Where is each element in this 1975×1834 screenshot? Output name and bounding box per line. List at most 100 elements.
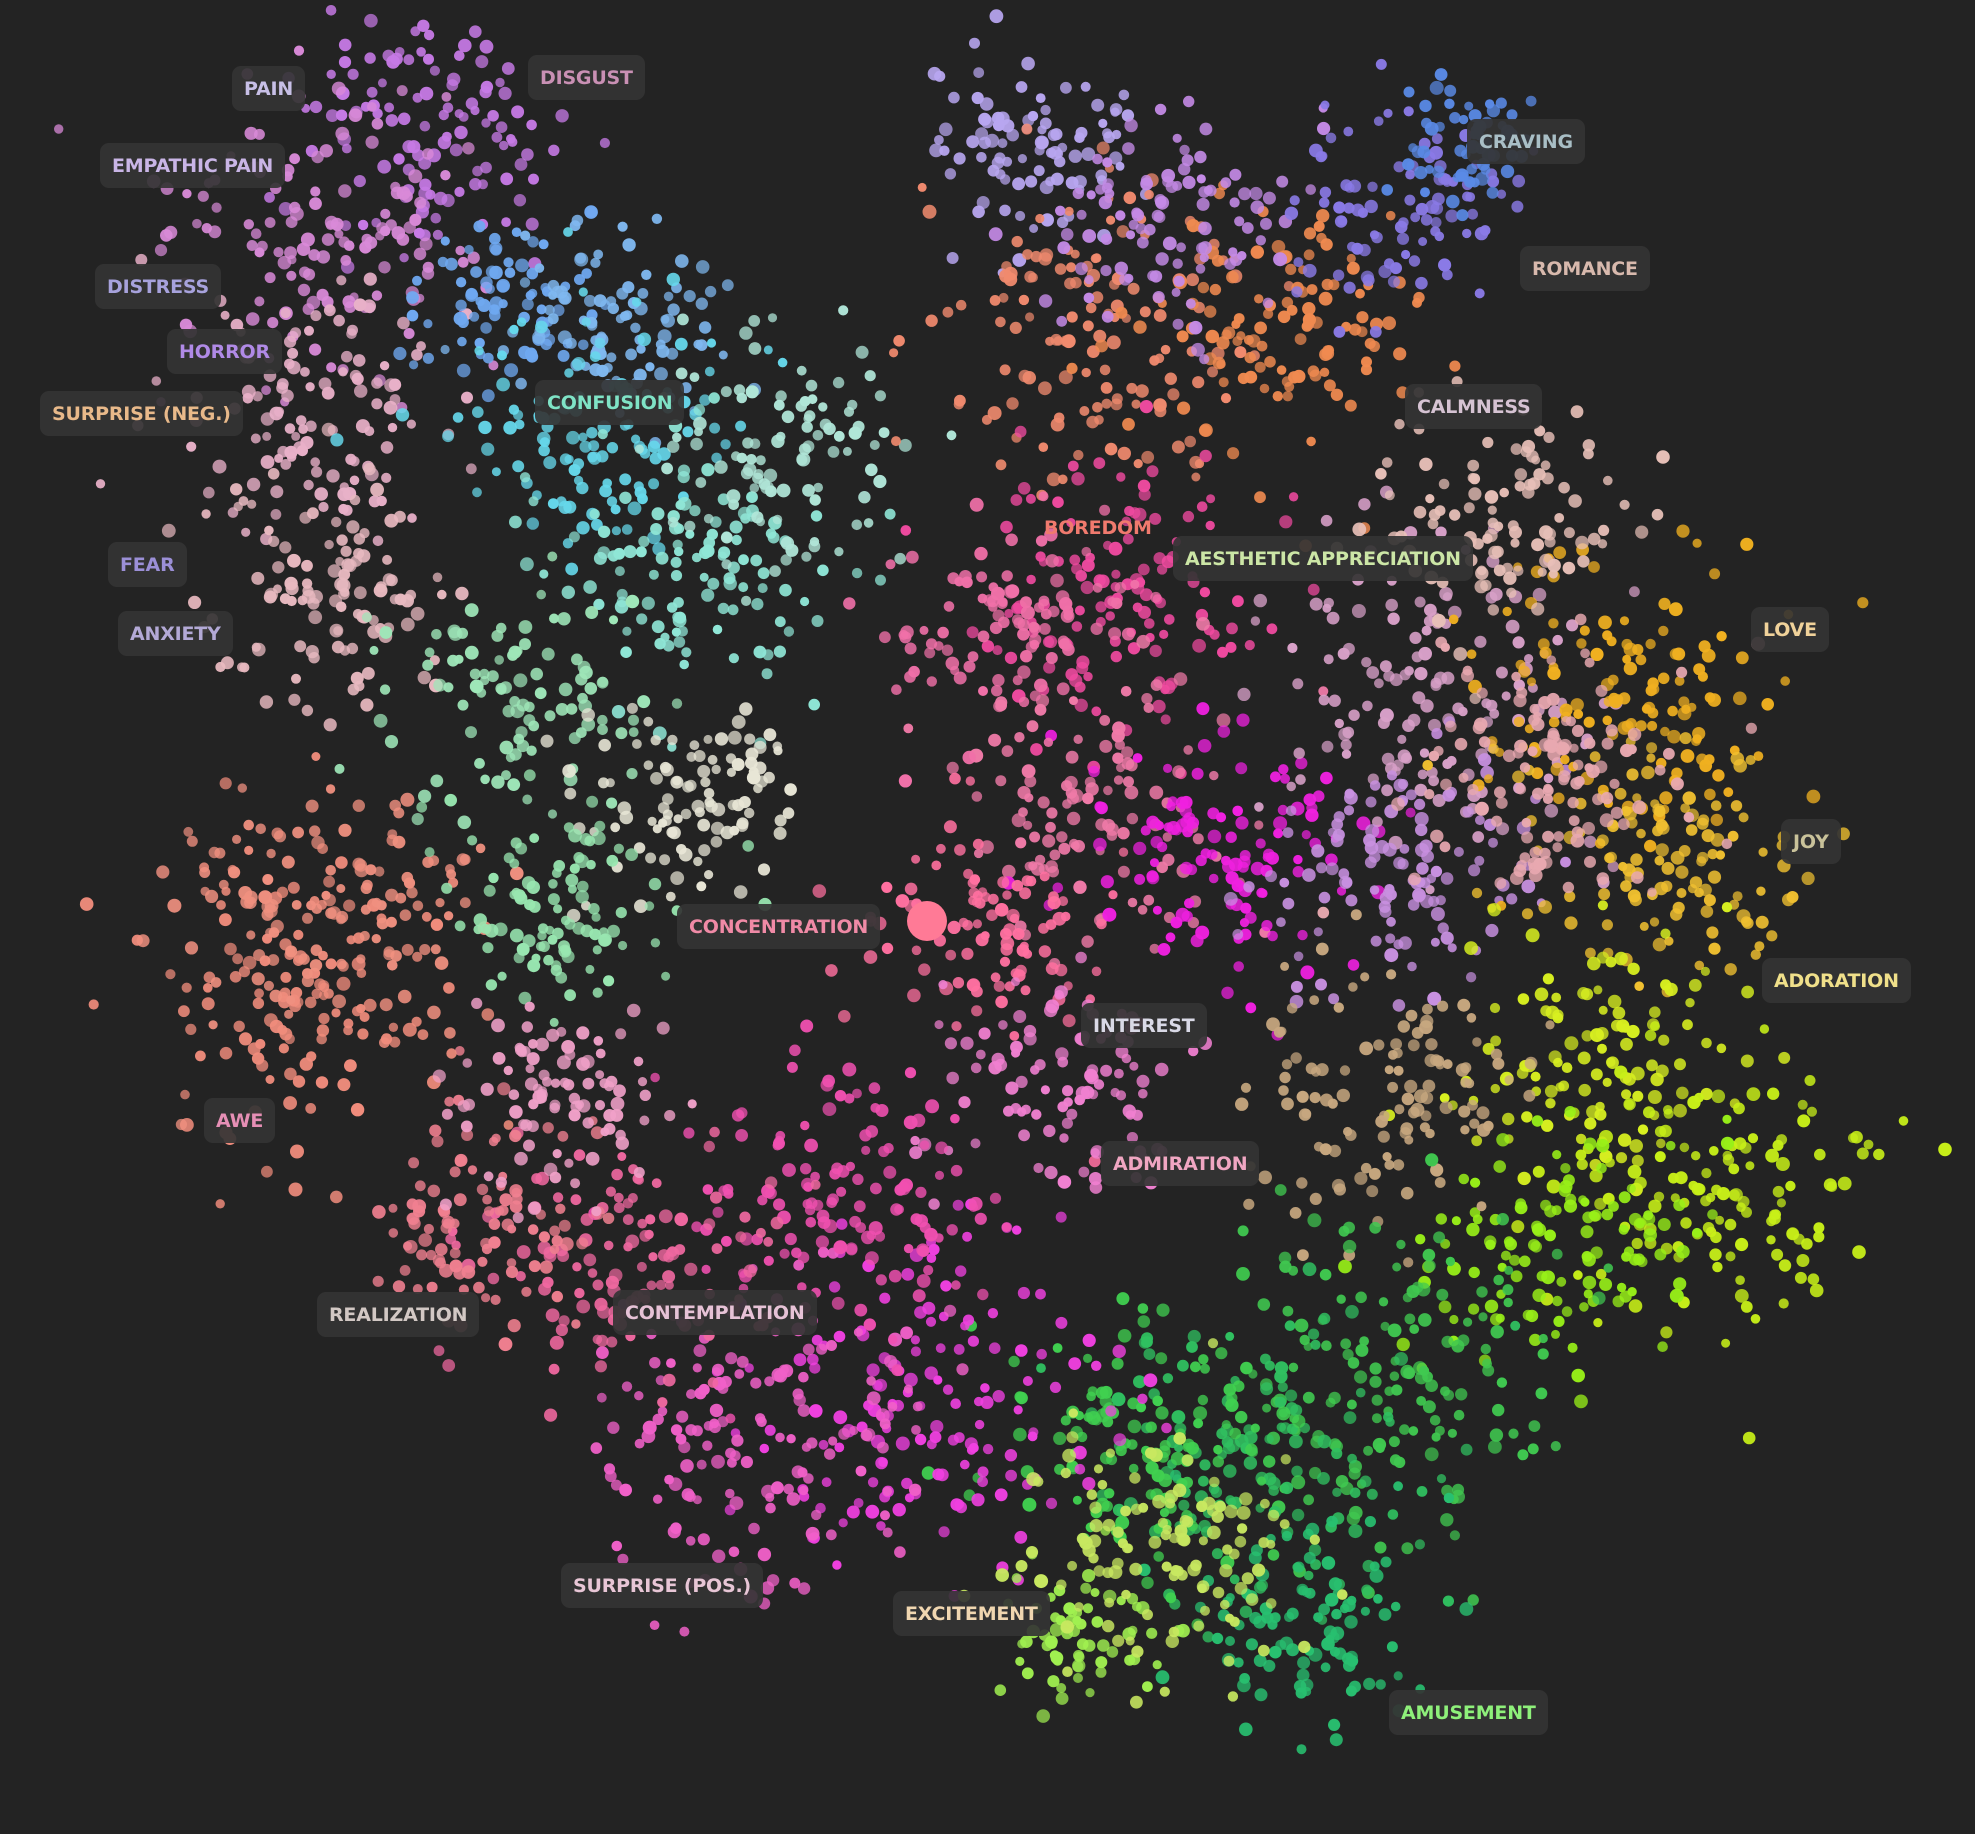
data-point[interactable]: [881, 942, 894, 955]
data-point[interactable]: [434, 191, 448, 206]
data-point[interactable]: [636, 1261, 647, 1272]
data-point[interactable]: [1306, 284, 1318, 295]
data-point[interactable]: [1422, 1079, 1436, 1093]
data-point[interactable]: [566, 703, 578, 715]
data-point[interactable]: [1141, 693, 1153, 705]
data-point[interactable]: [1368, 1167, 1381, 1180]
data-point[interactable]: [611, 1540, 623, 1552]
data-point[interactable]: [299, 1057, 313, 1071]
data-point[interactable]: [637, 695, 651, 709]
data-point[interactable]: [487, 110, 499, 122]
data-point[interactable]: [305, 1103, 317, 1114]
data-point[interactable]: [664, 1280, 674, 1290]
data-point[interactable]: [695, 477, 707, 488]
data-point[interactable]: [336, 534, 348, 546]
data-point[interactable]: [241, 384, 256, 399]
data-point[interactable]: [1644, 1029, 1657, 1042]
data-point[interactable]: [1018, 1129, 1030, 1142]
data-point[interactable]: [1459, 1602, 1474, 1616]
data-point[interactable]: [430, 944, 441, 955]
data-point[interactable]: [1244, 640, 1255, 651]
data-point[interactable]: [1278, 764, 1289, 775]
data-point[interactable]: [1059, 1133, 1069, 1143]
data-point[interactable]: [490, 244, 502, 256]
data-point[interactable]: [1646, 753, 1656, 763]
data-point[interactable]: [254, 247, 265, 258]
data-point[interactable]: [1197, 1394, 1209, 1406]
data-point[interactable]: [473, 913, 487, 927]
data-point[interactable]: [653, 1494, 663, 1504]
data-point[interactable]: [565, 873, 579, 887]
data-point[interactable]: [1404, 666, 1414, 676]
data-point[interactable]: [376, 900, 387, 911]
data-point[interactable]: [496, 377, 510, 392]
data-point[interactable]: [1307, 583, 1320, 596]
data-point[interactable]: [341, 350, 353, 363]
data-point[interactable]: [388, 1022, 399, 1032]
data-point[interactable]: [1196, 242, 1208, 255]
data-point[interactable]: [1021, 764, 1036, 778]
data-point[interactable]: [507, 1319, 521, 1333]
data-point[interactable]: [1362, 700, 1373, 712]
data-point[interactable]: [581, 717, 596, 732]
data-point[interactable]: [349, 456, 360, 467]
data-point[interactable]: [721, 559, 732, 570]
data-point[interactable]: [1099, 715, 1111, 726]
data-point[interactable]: [54, 124, 64, 134]
data-point[interactable]: [866, 1363, 880, 1377]
data-point[interactable]: [422, 352, 434, 364]
data-point[interactable]: [230, 483, 243, 496]
data-point[interactable]: [261, 385, 271, 396]
data-point[interactable]: [1669, 648, 1682, 660]
data-point[interactable]: [1668, 602, 1683, 617]
data-point[interactable]: [1203, 185, 1213, 195]
data-point[interactable]: [401, 943, 414, 956]
data-point[interactable]: [1631, 1154, 1644, 1167]
data-point[interactable]: [1328, 1577, 1342, 1591]
data-point[interactable]: [1435, 526, 1447, 538]
data-point[interactable]: [1194, 150, 1207, 164]
data-point[interactable]: [1302, 263, 1317, 278]
data-point[interactable]: [1494, 786, 1506, 799]
data-point[interactable]: [1126, 382, 1138, 394]
data-point[interactable]: [843, 406, 855, 417]
data-point[interactable]: [1040, 1085, 1050, 1095]
data-point[interactable]: [833, 1410, 848, 1425]
data-point[interactable]: [683, 290, 696, 303]
data-point[interactable]: [594, 337, 606, 349]
data-point[interactable]: [1756, 886, 1766, 896]
data-point[interactable]: [1732, 891, 1743, 902]
data-point[interactable]: [935, 1141, 948, 1155]
data-point[interactable]: [1141, 1576, 1154, 1590]
data-point[interactable]: [1089, 1181, 1103, 1194]
data-point[interactable]: [1217, 725, 1231, 738]
data-point[interactable]: [1331, 1608, 1342, 1620]
data-point[interactable]: [1374, 1541, 1387, 1554]
data-point[interactable]: [485, 265, 499, 278]
data-point[interactable]: [684, 1262, 698, 1276]
data-point[interactable]: [1302, 302, 1316, 316]
data-point[interactable]: [1184, 898, 1195, 909]
data-point[interactable]: [315, 1076, 329, 1089]
data-point[interactable]: [284, 335, 297, 348]
data-point[interactable]: [953, 1432, 965, 1443]
data-point[interactable]: [549, 1017, 559, 1027]
data-point[interactable]: [1297, 1656, 1311, 1670]
data-point[interactable]: [1039, 248, 1054, 262]
data-point[interactable]: [606, 352, 617, 363]
data-point[interactable]: [1514, 1201, 1528, 1215]
data-point[interactable]: [619, 473, 632, 486]
data-point[interactable]: [674, 1212, 688, 1227]
data-point[interactable]: [1026, 574, 1036, 585]
data-point[interactable]: [276, 886, 289, 898]
data-point[interactable]: [1430, 1163, 1444, 1177]
data-point[interactable]: [1396, 1239, 1406, 1250]
data-point[interactable]: [1046, 472, 1061, 487]
data-point[interactable]: [723, 572, 736, 585]
data-point[interactable]: [488, 360, 499, 371]
data-point[interactable]: [1529, 1333, 1542, 1346]
data-point[interactable]: [1042, 834, 1056, 848]
data-point[interactable]: [203, 486, 215, 499]
data-point[interactable]: [521, 1286, 532, 1297]
data-point[interactable]: [1022, 1497, 1037, 1512]
